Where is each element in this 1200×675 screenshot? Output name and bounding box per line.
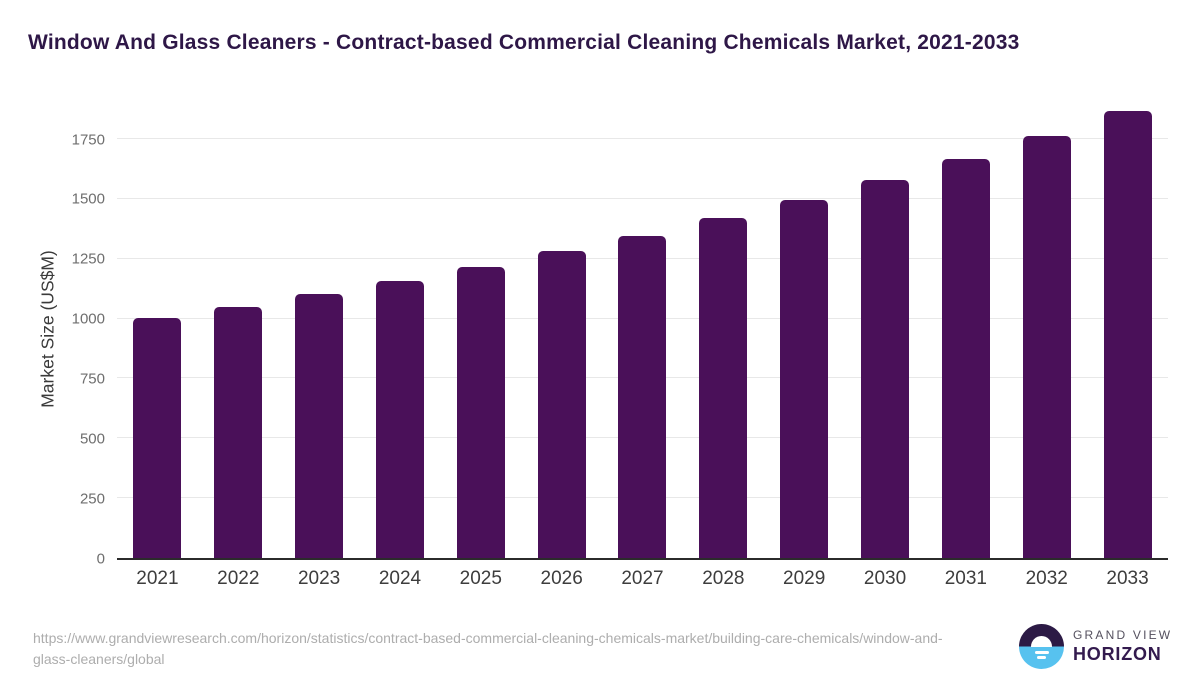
bar-slot-2030 — [845, 100, 926, 558]
bar-slot-2025 — [440, 100, 521, 558]
chart-title: Window And Glass Cleaners - Contract-bas… — [28, 31, 1020, 54]
bar-2029 — [780, 199, 829, 558]
bar-2024 — [375, 280, 424, 558]
bar-2023 — [295, 293, 344, 558]
bar-slot-2031 — [925, 100, 1006, 558]
bars-row — [117, 100, 1168, 558]
bar-2028 — [699, 218, 748, 558]
bar-2033 — [1103, 110, 1152, 558]
y-tick-label-1000: 1000 — [71, 310, 105, 328]
bar-slot-2032 — [1006, 100, 1087, 558]
logo-brand-line: GRAND VIEW — [1073, 628, 1173, 642]
x-tick-label-2026: 2026 — [540, 568, 583, 589]
logo-product-line: HORIZON — [1073, 644, 1162, 664]
bar-2026 — [537, 251, 586, 558]
source-url: https://www.grandviewresearch.com/horizo… — [33, 630, 943, 667]
bar-slot-2027 — [602, 100, 683, 558]
sun-reflection-bar — [1037, 656, 1046, 659]
gridline-1500 — [117, 197, 1168, 199]
x-tick-label-2032: 2032 — [1025, 568, 1068, 589]
y-tick-label-0: 0 — [96, 550, 105, 567]
x-tick-label-2028: 2028 — [702, 568, 745, 589]
sun-reflection-bar — [1034, 650, 1049, 654]
bar-2030 — [861, 180, 910, 558]
bar-slot-2029 — [764, 100, 845, 558]
x-tick-label-2027: 2027 — [621, 568, 664, 589]
y-tick-label-750: 750 — [79, 370, 105, 388]
x-tick-label-2023: 2023 — [297, 568, 341, 589]
x-tick-label-2024: 2024 — [378, 568, 422, 589]
bar-slot-2023 — [279, 100, 360, 558]
x-tick-label-2031: 2031 — [944, 568, 987, 589]
y-tick-label-250: 250 — [79, 490, 105, 508]
bar-2031 — [941, 158, 990, 558]
y-tick-label-1250: 1250 — [71, 250, 105, 268]
bar-slot-2022 — [198, 100, 279, 558]
bar-slot-2028 — [683, 100, 764, 558]
x-tick-label-2022: 2022 — [217, 568, 260, 589]
horizon-sun-icon — [1019, 624, 1064, 669]
x-tick-label-2030: 2030 — [863, 568, 907, 589]
x-tick-label-2021: 2021 — [136, 568, 179, 589]
plot-area: 0 250 500 750 1000 1250 1500 1750 — [72, 100, 1168, 567]
bar-2021 — [133, 317, 182, 558]
y-tick-label-1500: 1500 — [71, 190, 105, 208]
y-tick-label-500: 500 — [79, 430, 105, 448]
x-tick-label-2033: 2033 — [1106, 568, 1149, 589]
bar-2025 — [456, 266, 505, 558]
gridline-1750 — [117, 138, 1168, 140]
bar-2027 — [618, 235, 667, 558]
x-axis-labels: 2021 2022 2023 2024 2025 2026 2027 2028 2029 2030… — [117, 568, 1168, 590]
x-tick-label-2025: 2025 — [459, 568, 502, 589]
x-tick-label-2029: 2029 — [783, 568, 826, 589]
bar-2022 — [214, 307, 263, 558]
grandview-horizon-logo: GRAND VIEW HORIZON — [1019, 624, 1172, 669]
bar-slot-2033 — [1087, 100, 1168, 558]
y-tick-label-1750: 1750 — [71, 131, 105, 149]
y-axis-title: Market Size (US$M) — [37, 250, 58, 408]
bar-slot-2026 — [521, 100, 602, 558]
bar-slot-2021 — [117, 100, 198, 558]
bar-2032 — [1022, 136, 1071, 558]
sun-dome-shape — [1031, 635, 1052, 647]
logo-text: GRAND VIEW HORIZON — [1073, 628, 1172, 665]
bar-slot-2024 — [360, 100, 441, 558]
